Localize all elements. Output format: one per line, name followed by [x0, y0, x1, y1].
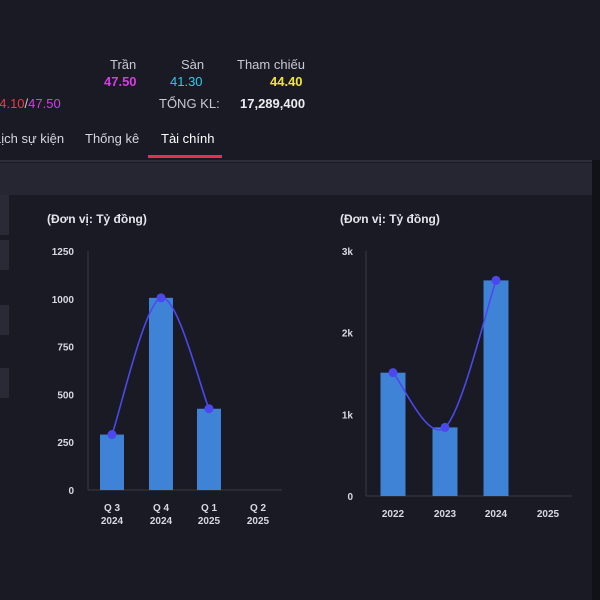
x-tick-label: 2024: [485, 509, 508, 520]
x-tick-label: 2025: [247, 516, 270, 527]
bar: [149, 297, 173, 490]
left-panel-row: [0, 195, 9, 235]
floor-label: Sàn: [181, 57, 205, 72]
sub-header-bar: [0, 163, 592, 195]
bar: [100, 434, 124, 490]
trend-point: [107, 430, 117, 440]
y-tick-label: 750: [57, 343, 74, 354]
volume-value: 17,289,400: [240, 96, 306, 111]
active-tab-indicator: [148, 155, 222, 158]
price-range-low: 44.10: [0, 96, 25, 111]
trend-point: [156, 293, 166, 303]
floor-value: 41.30: [170, 74, 203, 89]
bar: [432, 427, 458, 496]
x-tick-label: 2022: [382, 509, 405, 520]
left-panel-row: [0, 240, 9, 270]
y-tick-label: 0: [68, 486, 74, 497]
left-panel-row: [0, 368, 9, 398]
tab-events[interactable]: Lịch sự kiện: [0, 131, 65, 146]
trend-point: [388, 368, 398, 378]
ceiling-label: Trần: [110, 57, 137, 72]
x-tick-label: Q 1: [201, 503, 218, 514]
x-tick-label: 2023: [434, 509, 457, 520]
tab-statistics[interactable]: Thống kê: [85, 131, 140, 146]
bar: [483, 280, 509, 496]
price-range-sep: /: [24, 96, 29, 111]
x-tick-label: Q 2: [250, 503, 267, 514]
panel-edge: [592, 160, 600, 600]
yearly-chart-unit: (Đơn vị: Tỷ đồng): [340, 212, 440, 226]
bar: [380, 372, 406, 496]
reference-value: 44.40: [270, 74, 303, 89]
x-tick-label: 2025: [537, 509, 560, 520]
x-tick-label: Q 3: [104, 503, 121, 514]
y-tick-label: 1250: [52, 247, 75, 258]
price-range: 44.10/47.50: [0, 96, 61, 111]
y-tick-label: 0: [347, 492, 353, 503]
x-tick-label: Q 4: [153, 503, 170, 514]
y-tick-label: 1k: [342, 410, 354, 421]
tab-finance[interactable]: Tài chính: [161, 131, 215, 146]
trend-line: [392, 280, 497, 431]
trend-point: [440, 422, 450, 432]
x-tick-label: 2024: [101, 516, 124, 527]
y-tick-label: 2k: [342, 329, 354, 340]
y-tick-label: 3k: [342, 247, 354, 258]
x-tick-label: 2025: [198, 516, 221, 527]
reference-label: Tham chiếu: [237, 57, 305, 72]
tab-bar: [0, 120, 600, 162]
bar: [197, 408, 221, 490]
ceiling-value: 47.50: [104, 74, 137, 89]
x-tick-label: 2024: [150, 516, 173, 527]
trend-point: [204, 404, 214, 414]
price-range-high: 47.50: [28, 96, 61, 111]
y-tick-label: 500: [57, 390, 74, 401]
y-tick-label: 1000: [52, 295, 75, 306]
quarterly-chart-unit: (Đơn vị: Tỷ đồng): [47, 212, 147, 226]
left-panel-row: [0, 305, 9, 335]
volume-label: TỔNG KL:: [159, 96, 220, 111]
trend-point: [491, 275, 501, 285]
y-tick-label: 250: [57, 438, 74, 449]
